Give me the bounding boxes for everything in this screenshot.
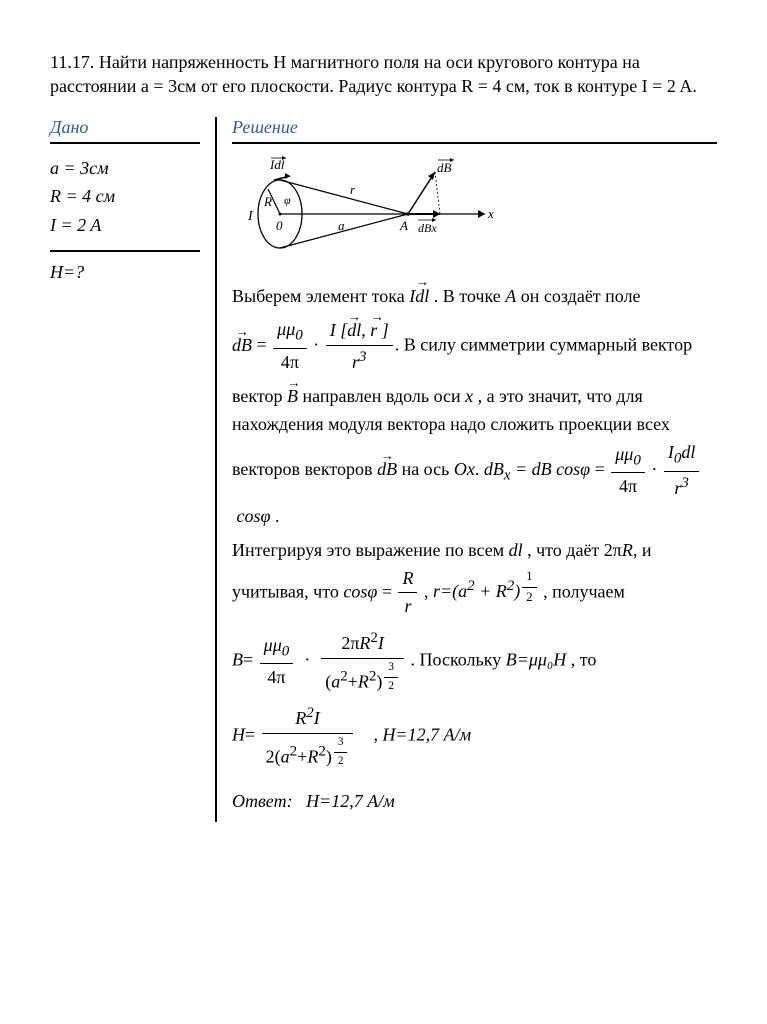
solution-body: Выберем элемент тока Idl . В точке A он … (232, 283, 717, 816)
text: Интегрируя это выражение по всем (232, 540, 509, 560)
BmuH: B=μμ₀H (506, 650, 566, 670)
text: , то (566, 650, 596, 670)
text: , (419, 581, 433, 601)
diagram-label-phi: φ (284, 193, 291, 207)
text: . В силу симметрии суммарный вектор (395, 335, 692, 355)
diagram-label-A: A (399, 218, 408, 233)
equation-H: H= R2I2(a2+R2)32 , H=12,7 А/м (232, 702, 717, 771)
text: . В точке (429, 286, 505, 306)
dl: dl (509, 540, 523, 560)
given-column: Дано a = 3см R = 4 см I = 2 A H=? (50, 117, 215, 822)
answer-row: Ответ: H=12,7 А/м (232, 788, 717, 816)
equation-B: B= μμ04π · 2πR2I(a2+R2)32 . Поскольку B=… (232, 627, 717, 696)
axis-x: x (465, 386, 473, 406)
physics-diagram: 0 R φ I Idl x a (240, 154, 717, 269)
diagram-label-dBx: dBx (418, 221, 437, 235)
find-line: H=? (50, 260, 200, 283)
text: . Поскольку (411, 650, 506, 670)
given-line: a = 3см (50, 154, 200, 183)
given-list: a = 3см R = 4 см I = 2 A (50, 154, 200, 252)
solution-header: Решение (232, 117, 717, 144)
equation-dB: dB = μμ04π · I [dl, r ]r3. В силу симмет… (232, 316, 717, 377)
text: направлен вдоль оси (298, 386, 465, 406)
text-integrate: Интегрируя это выражение по всем dl , чт… (232, 537, 717, 622)
diagram-label-r: r (350, 182, 356, 197)
two-column-layout: Дано a = 3см R = 4 см I = 2 A H=? Решени… (50, 117, 717, 822)
diagram-label-R: R (263, 194, 272, 209)
Ox: Ox (454, 459, 475, 479)
problem-text: Найти напряженность H магнитного поля на… (50, 52, 697, 96)
point-A: A (505, 286, 516, 306)
result-inline: H=12,7 А/м (382, 725, 471, 745)
diagram-label-O: 0 (276, 218, 283, 233)
text: Выберем элемент тока (232, 286, 409, 306)
text: векторов (305, 459, 378, 479)
given-header: Дано (50, 117, 200, 144)
text: . (475, 459, 484, 479)
R: R (622, 540, 633, 560)
solution-column: Решение 0 R φ I Idl (215, 117, 717, 822)
given-line: I = 2 A (50, 211, 200, 240)
given-line: R = 4 см (50, 182, 200, 211)
answer-label: Ответ: (232, 791, 293, 811)
text: на ось (397, 459, 454, 479)
text: вектор (232, 386, 287, 406)
text: , что даёт 2π (523, 540, 622, 560)
answer-value: H=12,7 А/м (306, 791, 395, 811)
text: он создаёт поле (516, 286, 640, 306)
diagram-label-dB: dB (437, 160, 452, 175)
diagram-label-I: I (247, 209, 254, 224)
text: , получаем (539, 581, 625, 601)
problem-statement: 11.17. Найти напряженность H магнитного … (50, 50, 717, 99)
problem-number: 11.17. (50, 52, 94, 72)
diagram-label-x: x (487, 206, 494, 221)
